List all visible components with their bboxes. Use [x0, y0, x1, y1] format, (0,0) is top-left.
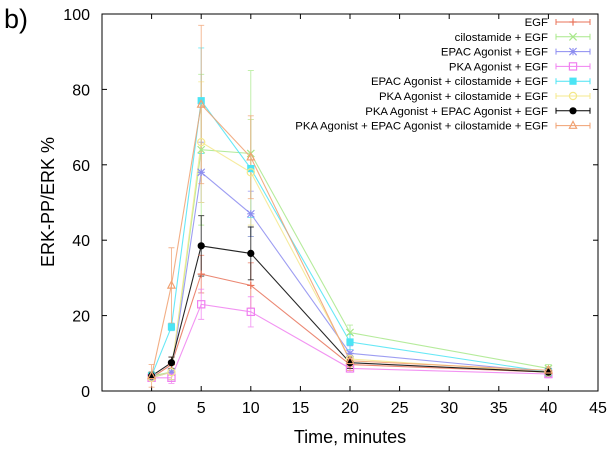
- y-tick-label: 0: [81, 384, 90, 401]
- data-point: [246, 209, 255, 218]
- y-tick-label: 80: [72, 82, 90, 99]
- data-point: [246, 307, 255, 317]
- data-point: [247, 281, 255, 290]
- y-axis-label: ERK-PP/ERK %: [38, 137, 58, 267]
- legend-swatch: [555, 122, 591, 129]
- error-bar: [247, 115, 254, 200]
- data-point: [167, 359, 176, 367]
- legend-label: cilostamide + EGF: [455, 32, 548, 44]
- data-point: [197, 270, 205, 278]
- data-point: [346, 338, 354, 346]
- data-markers: [147, 97, 553, 383]
- x-tick-label: 0: [147, 400, 156, 417]
- x-tick-label: 5: [197, 400, 206, 417]
- x-tick-label: 20: [341, 400, 359, 417]
- x-tick-label: 10: [242, 400, 260, 417]
- legend-marker: [569, 77, 577, 85]
- legend-label: EGF: [525, 17, 548, 29]
- data-point: [147, 370, 157, 380]
- legend-label: EPAC Agonist + EGF: [441, 47, 548, 59]
- error-bar: [198, 24, 205, 185]
- x-tick-label: 40: [540, 400, 558, 417]
- data-point: [196, 137, 206, 147]
- error-bar: [247, 296, 254, 328]
- data-point: [166, 279, 177, 289]
- legend-swatch: [555, 93, 591, 99]
- error-bar: [168, 247, 175, 324]
- data-point: [167, 367, 176, 377]
- panel-label: b): [4, 4, 29, 34]
- x-tick-label: 35: [490, 400, 508, 417]
- legend-marker: [569, 18, 577, 26]
- legend-label: PKA Agonist + EGF: [449, 61, 548, 73]
- data-point: [345, 328, 355, 337]
- legend-label: PKA Agonist + cilostamide + EGF: [379, 91, 548, 103]
- series-line: [151, 103, 549, 377]
- data-point: [346, 349, 354, 358]
- legend-marker: [568, 32, 578, 41]
- x-axis-label: Time, minutes: [294, 427, 406, 447]
- legend-marker: [568, 62, 578, 71]
- data-point: [247, 249, 255, 257]
- data-point: [197, 168, 206, 177]
- x-tick-label: 25: [391, 400, 409, 417]
- data-point: [543, 364, 553, 374]
- x-tick-label: 30: [440, 400, 458, 417]
- y-tick-label: 20: [72, 309, 90, 326]
- y-tick-label: 40: [72, 233, 90, 250]
- data-point: [197, 242, 205, 250]
- data-point: [167, 373, 176, 383]
- x-tick-label: 45: [589, 400, 607, 417]
- legend: EGF cilostamide + EGF EPAC Agonist + EGF PK…: [295, 17, 591, 133]
- y-tick-label: 100: [63, 7, 90, 24]
- legend-label: PKA Agonist + EPAC Agonist + cilostamide…: [295, 121, 548, 133]
- y-tick-label: 60: [72, 158, 90, 175]
- data-point: [197, 300, 206, 309]
- data-point: [167, 368, 176, 377]
- legend-marker: [569, 47, 577, 56]
- data-point: [197, 145, 206, 154]
- data-point: [196, 98, 206, 108]
- x-tick-label: 15: [292, 400, 310, 417]
- legend-marker: [568, 120, 578, 129]
- legend-label: EPAC Agonist + cilostamide + EGF: [371, 76, 548, 88]
- legend-marker: [568, 91, 578, 101]
- legend-swatch: [555, 63, 591, 70]
- data-point: [246, 151, 256, 161]
- axis-ticks: 0 5 10 15 20 25 30 35 40 45 0 20 40 60 80 100: [63, 7, 607, 417]
- data-point: [167, 323, 176, 331]
- legend-label: PKA Agonist + EPAC Agonist + EGF: [365, 106, 548, 118]
- data-point: [246, 168, 255, 177]
- series-line: [151, 273, 549, 379]
- error-bar: [198, 288, 205, 320]
- legend-marker: [569, 107, 577, 115]
- data-point: [345, 355, 355, 365]
- series-line: [151, 99, 549, 377]
